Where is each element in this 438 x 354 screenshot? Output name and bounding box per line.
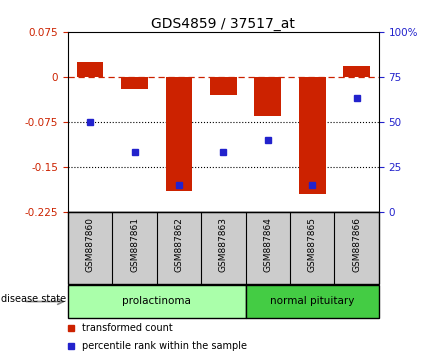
Text: GSM887862: GSM887862	[174, 217, 184, 272]
Bar	[210, 77, 237, 95]
Text: disease state: disease state	[1, 294, 67, 304]
Bar	[166, 77, 192, 191]
Text: percentile rank within the sample: percentile rank within the sample	[82, 341, 247, 351]
Text: normal pituitary: normal pituitary	[270, 296, 354, 306]
Title: GDS4859 / 37517_at: GDS4859 / 37517_at	[152, 17, 295, 31]
FancyBboxPatch shape	[68, 212, 379, 284]
FancyBboxPatch shape	[246, 285, 379, 318]
Text: transformed count: transformed count	[82, 323, 173, 333]
Bar	[121, 77, 148, 89]
Text: GSM887860: GSM887860	[85, 217, 95, 272]
Text: prolactinoma: prolactinoma	[122, 296, 191, 306]
Bar	[77, 62, 103, 77]
Text: GSM887865: GSM887865	[308, 217, 317, 272]
FancyBboxPatch shape	[68, 285, 246, 318]
Bar	[343, 66, 370, 77]
Text: GSM887866: GSM887866	[352, 217, 361, 272]
Text: GSM887864: GSM887864	[263, 217, 272, 272]
Text: GSM887861: GSM887861	[130, 217, 139, 272]
Text: GSM887863: GSM887863	[219, 217, 228, 272]
Bar	[299, 77, 325, 194]
Bar	[254, 77, 281, 116]
